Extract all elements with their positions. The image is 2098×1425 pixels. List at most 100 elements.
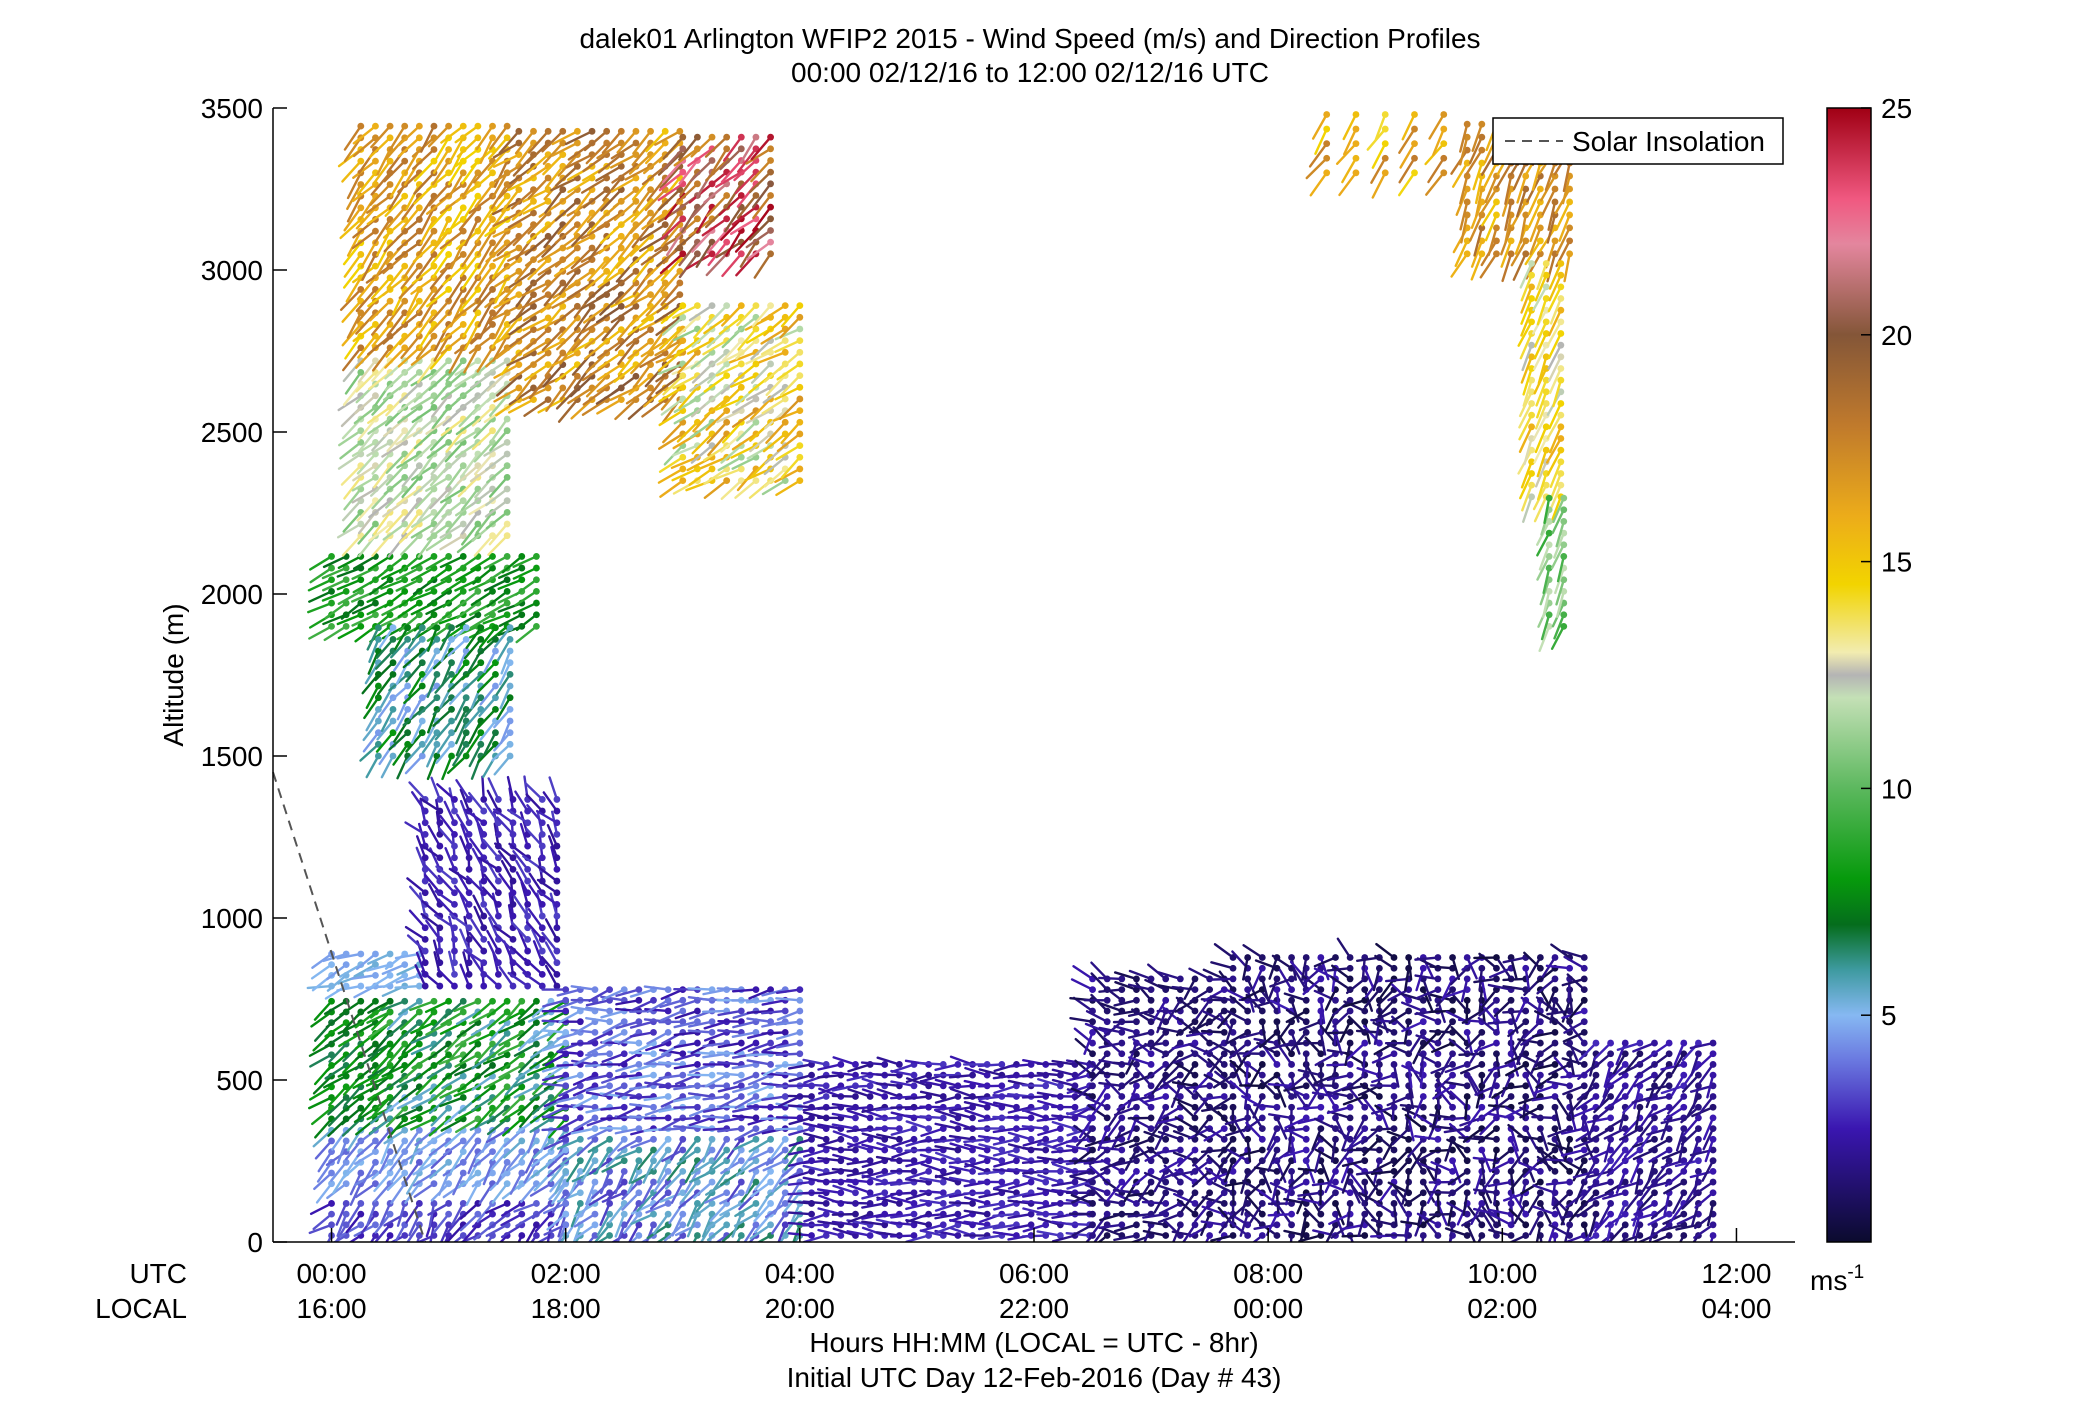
- local-row-label: LOCAL: [95, 1293, 187, 1324]
- wind-barb: [370, 1040, 394, 1062]
- wind-barb: [397, 997, 423, 1016]
- wind-barb: [428, 1200, 438, 1228]
- wind-barb: [353, 961, 379, 978]
- wind-barb: [390, 1137, 409, 1163]
- wind-barb: [459, 1210, 482, 1232]
- wind-barb: [429, 1158, 453, 1179]
- wind-barb: [336, 1137, 350, 1165]
- wind-barb: [389, 1232, 409, 1242]
- wind-barb: [453, 997, 482, 1013]
- wind-barb: [369, 1232, 379, 1242]
- wind-barb: [336, 950, 365, 960]
- wind-barb: [367, 997, 394, 1014]
- wind-barb: [381, 961, 409, 975]
- wind-barb: [420, 912, 444, 932]
- wind-barb: [430, 1104, 453, 1127]
- wind-barb: [314, 1137, 335, 1160]
- x-tick-label-utc: 12:00: [1701, 1258, 1771, 1289]
- wind-barb: [427, 1200, 453, 1216]
- wind-barb: [487, 777, 502, 803]
- legend-entry-solar-insolation: Solar Insolation: [1572, 126, 1765, 157]
- wind-barb: [404, 1158, 423, 1183]
- wind-barb: [400, 1051, 423, 1074]
- wind-barb: [385, 1232, 394, 1242]
- wind-barb: [477, 856, 502, 873]
- x-tick-label-utc: 08:00: [1233, 1258, 1303, 1289]
- wind-barb: [468, 931, 488, 955]
- x-tick-label-utc: 10:00: [1467, 1258, 1537, 1289]
- wind-barb: [509, 1169, 526, 1195]
- wind-barb: [472, 997, 496, 1019]
- wind-barb: [483, 873, 502, 897]
- wind-barb: [413, 1180, 438, 1198]
- colorbar-tick-label: 5: [1881, 1000, 1897, 1031]
- wind-barb: [406, 877, 429, 897]
- wind-barb: [362, 1158, 379, 1184]
- wind-barb: [485, 1200, 511, 1214]
- chart-title-line1: dalek01 Arlington WFIP2 2015 - Wind Spee…: [579, 23, 1480, 54]
- wind-barb: [336, 982, 365, 992]
- y-tick-label: 3500: [201, 93, 263, 124]
- wind-barb: [355, 950, 379, 971]
- wind-barb: [373, 1169, 394, 1193]
- wind-barb: [347, 1200, 365, 1225]
- wind-barb: [386, 1169, 409, 1191]
- wind-barb: [404, 925, 429, 943]
- wind-barb: [459, 963, 473, 990]
- wind-barb: [313, 997, 335, 1021]
- wind-barb: [463, 948, 488, 967]
- wind-barb: [513, 1072, 540, 1088]
- wind-barb: [489, 1029, 511, 1053]
- wind-barb: [451, 1200, 467, 1226]
- wind-barb: [415, 835, 429, 862]
- y-tick-label: 3000: [201, 255, 263, 286]
- wind-barb: [482, 838, 502, 862]
- wind-barb: [414, 964, 429, 990]
- wind-barb: [480, 969, 502, 990]
- x-tick-label-local: 02:00: [1467, 1293, 1537, 1324]
- wind-barb: [472, 1062, 496, 1083]
- y-tick-label: 2500: [201, 417, 263, 448]
- wind-barb: [366, 1008, 394, 1024]
- wind-barb: [459, 835, 473, 862]
- wind-barb: [517, 1232, 526, 1242]
- chart-title-line2: 00:00 02/12/16 to 12:00 02/12/16 UTC: [791, 57, 1269, 88]
- wind-barb: [504, 997, 526, 1022]
- wind-barb: [517, 997, 540, 1020]
- wind-barb: [500, 1158, 526, 1177]
- wind-barb: [434, 913, 458, 932]
- colorbar-tick-label: 20: [1881, 320, 1912, 351]
- wind-barb: [383, 1126, 409, 1145]
- wind-barb-layer: [306, 111, 1717, 1242]
- wind-barb: [425, 919, 444, 943]
- wind-barb: [473, 1148, 496, 1168]
- wind-barb: [328, 1083, 350, 1107]
- wind-barb: [382, 971, 409, 989]
- wind-barb: [460, 823, 473, 850]
- wind-barb: [437, 968, 458, 990]
- colorbar-tick-label: 15: [1881, 547, 1912, 578]
- wind-barb: [324, 1019, 350, 1038]
- wind-barb: [308, 1221, 335, 1235]
- colorbar-tick-label: 25: [1881, 93, 1912, 124]
- wind-barb: [502, 1115, 526, 1137]
- wind-barb: [437, 874, 458, 897]
- wind-barb: [491, 1180, 511, 1204]
- legend: Solar Insolation: [1492, 117, 1784, 165]
- wind-barb: [355, 997, 379, 1018]
- wind-barb: [350, 971, 379, 980]
- wind-barb: [471, 1169, 496, 1188]
- wind-barb: [461, 1126, 482, 1150]
- wind-barb: [530, 1232, 540, 1242]
- wind-barb: [354, 1040, 379, 1061]
- wind-barb: [310, 961, 335, 980]
- wind-barb: [453, 1232, 467, 1242]
- x-tick-label-local: 04:00: [1701, 1293, 1771, 1324]
- wind-barb: [427, 1051, 453, 1071]
- wind-barb: [335, 1200, 350, 1226]
- y-tick-label: 500: [216, 1065, 263, 1096]
- wind-barb: [471, 847, 488, 873]
- wind-barb: [312, 1210, 335, 1231]
- wind-barb: [496, 1158, 511, 1185]
- wind-barb: [380, 997, 409, 1012]
